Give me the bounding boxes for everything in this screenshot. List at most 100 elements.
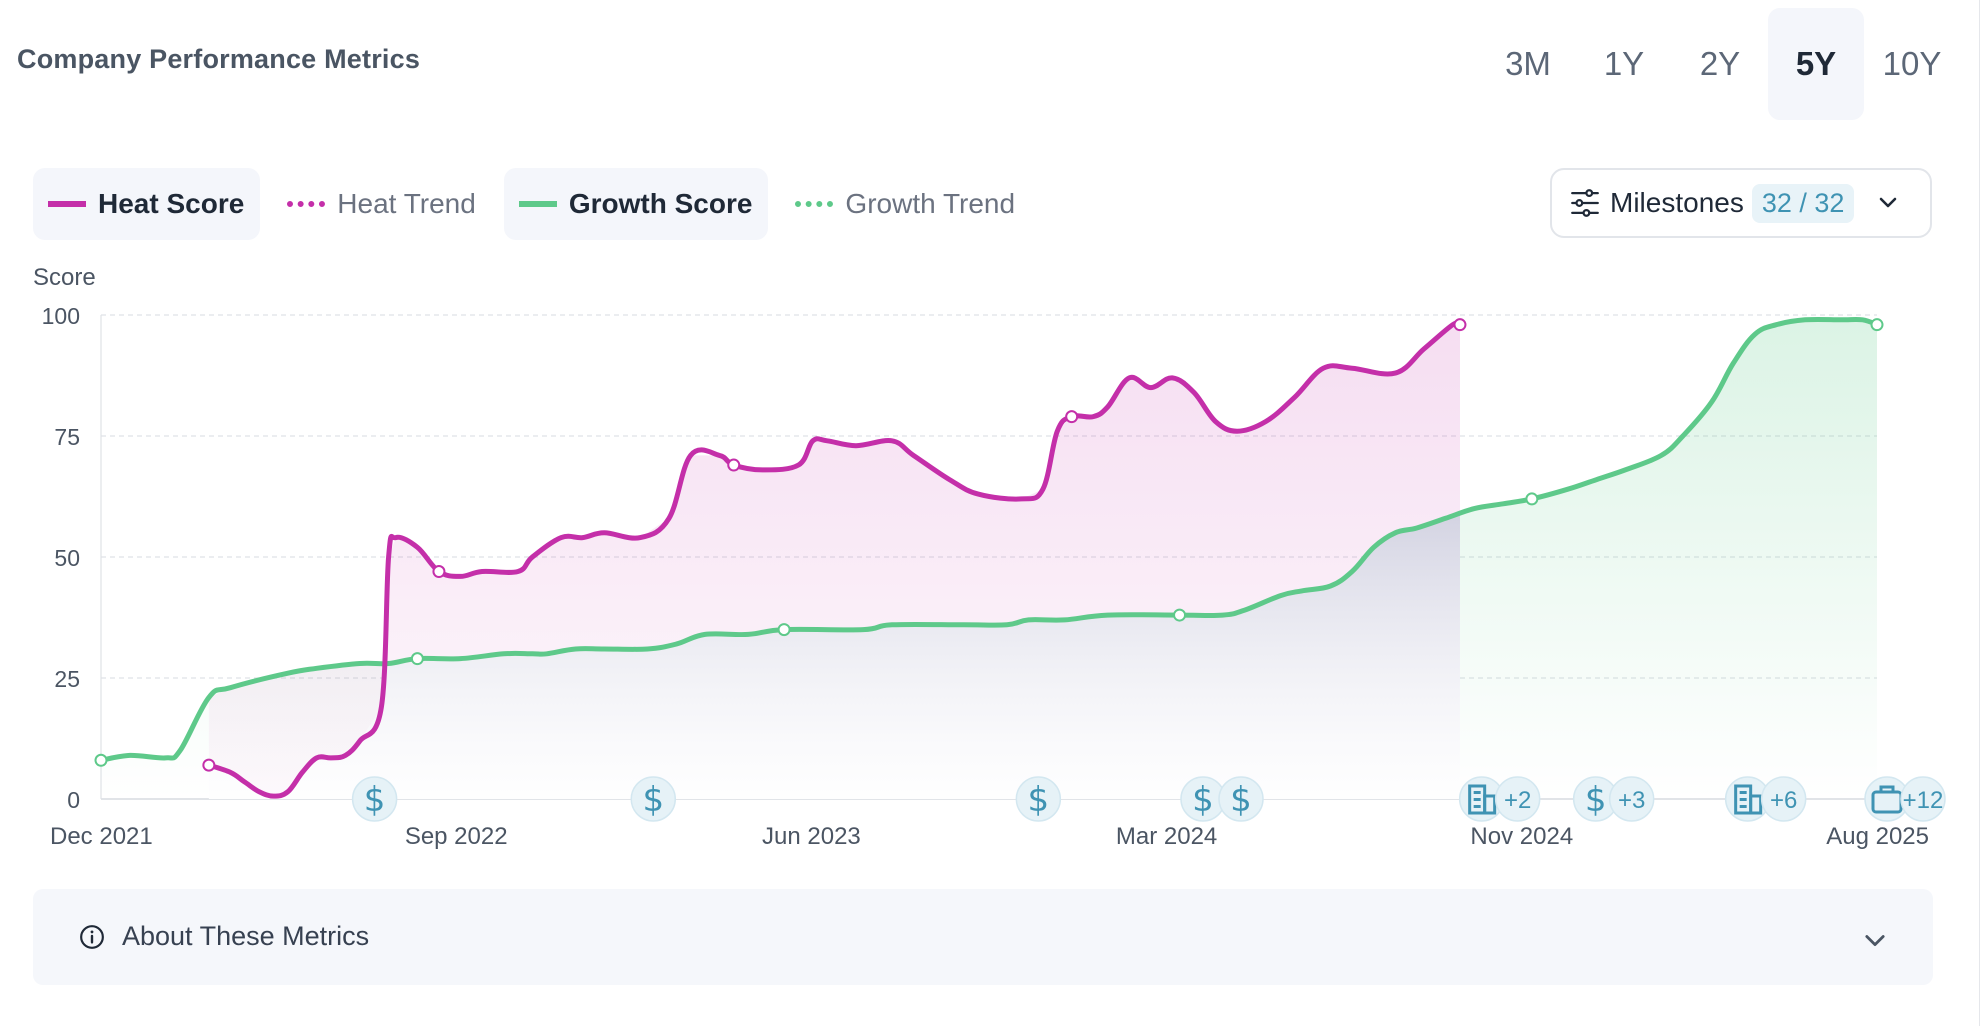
building-annex	[1483, 794, 1497, 815]
performance-chart: $ $ $ $ $ +2 $ +3 +6 +12 Score 0 25 50 75 100 Dec 2021 S…	[33, 264, 1946, 850]
building-icon	[1734, 784, 1763, 815]
building-window	[1473, 805, 1481, 808]
x-tick-label: Jun 2023	[762, 823, 861, 850]
x-tick-label: Dec 2021	[50, 823, 153, 850]
dollar-glyph: $	[1585, 780, 1607, 820]
milestone-marker[interactable]: $	[1180, 776, 1226, 822]
legend-growth-trend[interactable]: Growth Trend	[780, 168, 1031, 240]
chart-legend: Heat Score Heat Trend Growth Score Growt…	[33, 168, 1043, 240]
heat-trend-swatch	[287, 201, 326, 207]
heat-score-point	[727, 458, 741, 472]
dollar-icon: $	[364, 780, 386, 820]
milestone-marker[interactable]: +6	[1724, 776, 1807, 822]
x-tick-label: Sep 2022	[405, 823, 508, 850]
legend-growth-score[interactable]: Growth Score	[503, 168, 769, 240]
x-tick-label: Aug 2025	[1826, 823, 1929, 850]
range-10y[interactable]: 10Y	[1882, 45, 1942, 82]
dollar-icon: $	[1192, 780, 1214, 820]
dollar-icon: $	[1028, 780, 1050, 820]
range-2y[interactable]: 2Y	[1699, 45, 1741, 82]
milestones-label: Milestones	[1610, 187, 1744, 218]
milestone-marker[interactable]: $	[630, 776, 677, 822]
x-tick-label: Nov 2024	[1470, 823, 1573, 850]
dollar-icon: $	[1585, 780, 1607, 820]
y-tick-label: 0	[67, 787, 80, 813]
milestone-badge	[1015, 776, 1062, 822]
y-axis-label: Score	[33, 264, 96, 291]
growth-score-point	[1525, 492, 1539, 506]
milestone-more-count: +3	[1618, 787, 1645, 814]
building-window	[1739, 805, 1747, 808]
milestone-badge	[1218, 776, 1264, 822]
dollar-glyph: $	[364, 780, 386, 820]
milestone-badge	[630, 776, 677, 822]
chevron-down-icon	[1880, 197, 1897, 208]
milestone-more-count: +12	[1903, 787, 1944, 814]
range-5y[interactable]: 5Y	[1768, 8, 1864, 120]
milestone-marker[interactable]: $	[1015, 776, 1062, 822]
building-icon	[1468, 784, 1497, 815]
dollar-icon: $	[642, 780, 664, 820]
overlap-area	[208, 513, 1460, 799]
milestone-marker[interactable]: $	[1218, 776, 1264, 822]
briefcase-handle	[1879, 785, 1895, 792]
dollar-glyph: $	[1192, 780, 1214, 820]
milestone-marker[interactable]: +2	[1458, 776, 1541, 822]
heat-score-swatch	[48, 201, 86, 207]
milestone-more-badge	[1760, 776, 1807, 822]
growth-score-point	[1870, 318, 1884, 332]
y-tick-label: 100	[42, 303, 80, 329]
legend-label: Heat Trend	[337, 188, 476, 219]
legend-heat-trend[interactable]: Heat Trend	[272, 168, 492, 240]
dollar-glyph: $	[1028, 780, 1050, 820]
heat-score-point	[202, 758, 216, 772]
milestones-dropdown[interactable]: Milestones 32 / 32	[1550, 168, 1932, 238]
range-1y[interactable]: 1Y	[1603, 45, 1645, 82]
growth-trend-swatch	[795, 201, 834, 207]
heat-score-point	[1453, 318, 1467, 332]
dollar-icon: $	[1230, 780, 1252, 820]
heat-score-point	[432, 565, 446, 579]
difference-area	[208, 324, 1460, 797]
about-label: About These Metrics	[122, 921, 370, 951]
milestone-badge	[351, 776, 398, 822]
growth-score-line	[98, 316, 1880, 763]
y-tick-label: 50	[54, 545, 80, 571]
milestone-more-count: +2	[1504, 787, 1531, 814]
page-title: Company Performance Metrics	[17, 44, 421, 74]
building-window	[1739, 798, 1747, 801]
legend-label: Growth Trend	[845, 188, 1016, 219]
growth-score-point	[1173, 608, 1187, 622]
milestone-more-count: +6	[1770, 787, 1797, 814]
growth-score-point	[410, 652, 424, 666]
legend-heat-score[interactable]: Heat Score	[33, 168, 261, 240]
milestone-marker[interactable]: +12	[1864, 776, 1946, 822]
panel-edge	[1979, 0, 1980, 1026]
milestone-marker[interactable]: $ +3	[1572, 776, 1655, 822]
milestones-count-badge: 32 / 32	[1751, 183, 1855, 223]
y-tick-label: 75	[54, 424, 80, 450]
heat-score-line	[206, 320, 1463, 799]
dollar-glyph: $	[1230, 780, 1252, 820]
y-tick-label: 25	[54, 666, 80, 692]
building-window	[1739, 791, 1747, 794]
legend-label: Heat Score	[98, 188, 245, 219]
milestone-marker[interactable]: $	[351, 776, 398, 822]
chevron-down-icon	[1865, 935, 1885, 947]
building-window	[1473, 798, 1481, 801]
building-annex	[1749, 794, 1763, 815]
milestone-more-badge	[1494, 776, 1541, 822]
building-window	[1473, 791, 1481, 794]
milestone-more-badge	[1608, 776, 1655, 822]
info-icon	[80, 925, 104, 949]
range-3m[interactable]: 3M	[1505, 45, 1551, 82]
range-selector: 3M 1Y 2Y 5Y 10Y	[1480, 8, 1960, 120]
x-tick-label: Mar 2024	[1116, 823, 1217, 850]
heat-score-point	[1065, 410, 1079, 424]
sliders-icon	[1571, 189, 1599, 217]
growth-score-swatch	[518, 201, 557, 207]
growth-score-point	[777, 623, 791, 637]
milestone-more-badge	[1900, 776, 1946, 822]
about-metrics-accordion[interactable]: About These Metrics	[33, 889, 1933, 985]
dollar-glyph: $	[642, 780, 664, 820]
